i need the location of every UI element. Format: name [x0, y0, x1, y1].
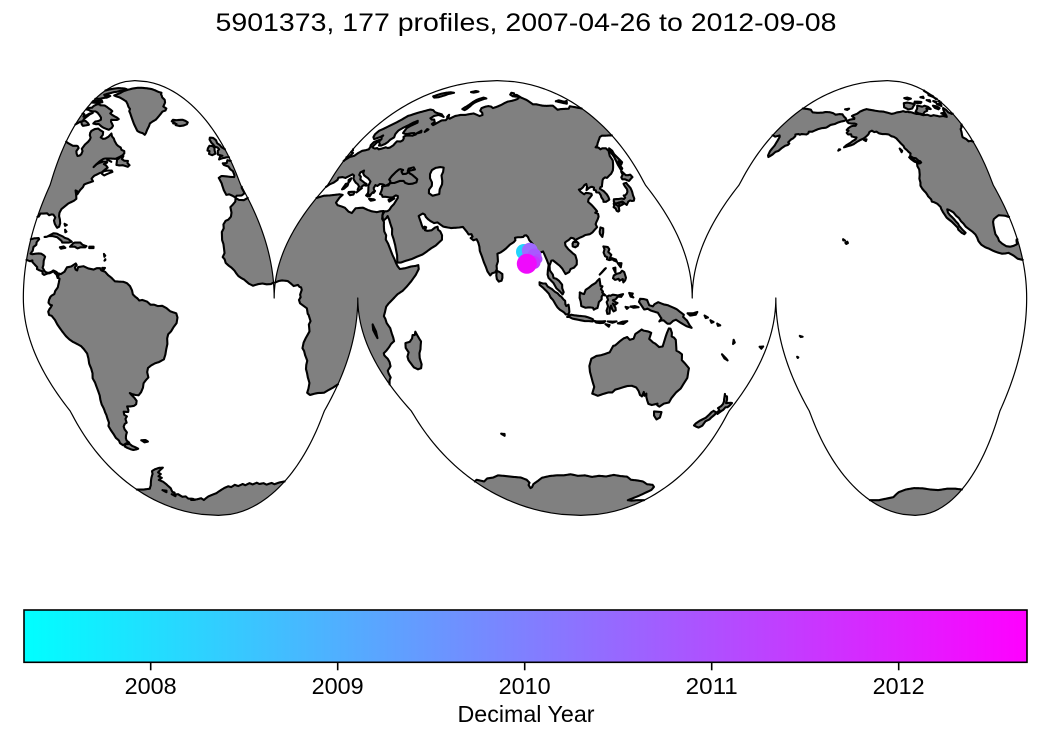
svg-text:2009: 2009: [312, 673, 364, 699]
svg-text:Decimal Year: Decimal Year: [458, 701, 595, 727]
svg-text:2008: 2008: [125, 673, 177, 699]
svg-text:2010: 2010: [499, 673, 551, 699]
svg-text:2011: 2011: [686, 673, 738, 699]
svg-text:2012: 2012: [873, 673, 925, 699]
svg-text:5901373, 177 profiles, 2007-04: 5901373, 177 profiles, 2007-04-26 to 201…: [216, 9, 837, 37]
